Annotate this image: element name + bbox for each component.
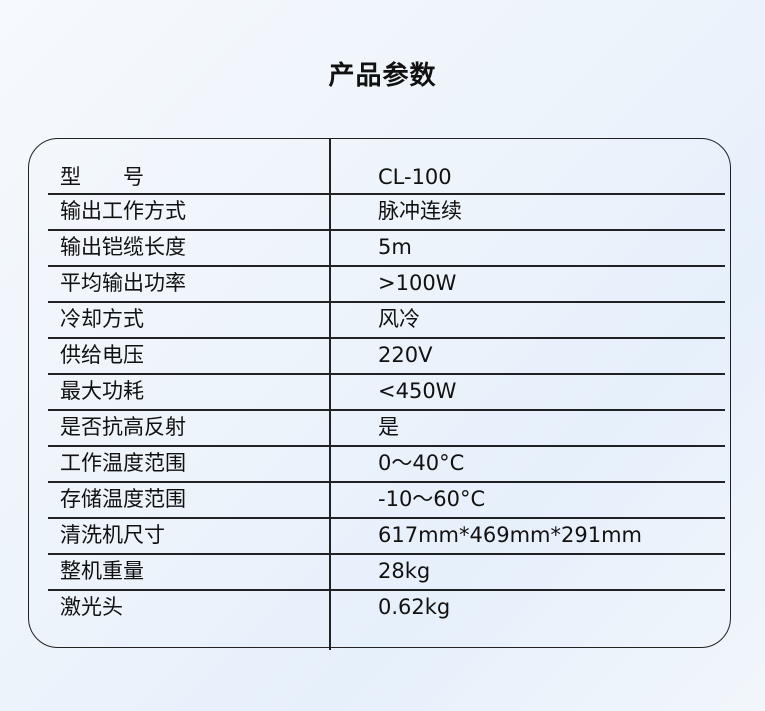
spec-label: 存储温度范围 [60, 487, 186, 511]
row-divider [48, 517, 725, 519]
row-divider [48, 193, 725, 195]
spec-value: 617mm*469mm*291mm [378, 523, 642, 547]
spec-label: 整机重量 [60, 559, 144, 583]
spec-table [28, 138, 731, 648]
spec-value: CL-100 [378, 165, 452, 189]
spec-value: <450W [378, 379, 457, 403]
row-divider [48, 301, 725, 303]
row-divider [48, 409, 725, 411]
spec-label: 激光头 [60, 595, 123, 619]
spec-label: 最大功耗 [60, 379, 144, 403]
spec-value: 5m [378, 235, 412, 259]
spec-label: 输出工作方式 [60, 199, 186, 223]
spec-value: >100W [378, 271, 457, 295]
row-divider [48, 445, 725, 447]
spec-label: 清洗机尺寸 [60, 523, 165, 547]
spec-value: 是 [378, 415, 399, 439]
row-divider [48, 553, 725, 555]
spec-label: 冷却方式 [60, 307, 144, 331]
spec-label: 是否抗高反射 [60, 415, 186, 439]
row-divider [48, 229, 725, 231]
page-title: 产品参数 [328, 61, 437, 91]
spec-label: 输出铠缆长度 [60, 235, 186, 259]
spec-value: 0～40°C [378, 451, 465, 475]
row-divider [48, 481, 725, 483]
spec-value: 220V [378, 343, 433, 367]
spec-value: -10～60°C [378, 487, 486, 511]
spec-value: 0.62kg [378, 595, 451, 619]
spec-label: 平均输出功率 [60, 271, 186, 295]
column-divider [329, 138, 331, 650]
spec-label: 工作温度范围 [60, 451, 186, 475]
row-divider [48, 337, 725, 339]
spec-label: 型 号 [60, 165, 144, 189]
row-divider [48, 373, 725, 375]
row-divider [48, 589, 725, 591]
spec-label: 供给电压 [60, 343, 144, 367]
row-divider [48, 265, 725, 267]
spec-value: 28kg [378, 559, 431, 583]
spec-value: 风冷 [378, 307, 420, 331]
spec-value: 脉冲连续 [378, 199, 462, 223]
